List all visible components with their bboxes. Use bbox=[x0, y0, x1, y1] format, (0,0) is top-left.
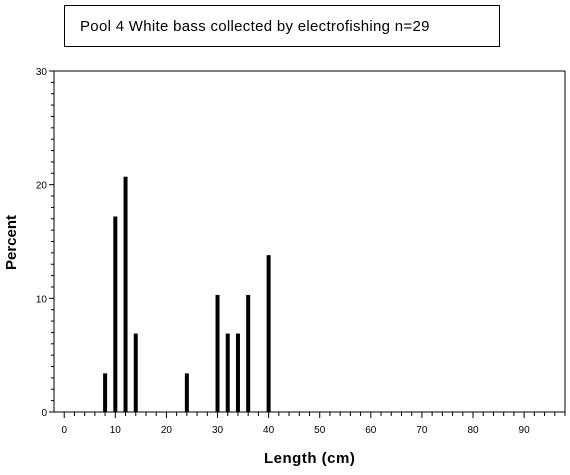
x-tick-label: 10 bbox=[110, 425, 122, 436]
x-tick-label: 50 bbox=[314, 425, 326, 436]
x-axis-label: Length (cm) bbox=[264, 450, 356, 467]
x-tick-label: 0 bbox=[61, 425, 67, 436]
x-tick-label: 70 bbox=[416, 425, 428, 436]
y-tick-label: 0 bbox=[41, 408, 47, 419]
bar bbox=[266, 255, 271, 412]
bar bbox=[215, 294, 220, 412]
x-tick-label: 90 bbox=[519, 425, 531, 436]
chart-title-box: Pool 4 White bass collected by electrofi… bbox=[64, 5, 500, 47]
bar bbox=[246, 294, 251, 412]
plot-frame bbox=[53, 70, 566, 413]
y-tick-label: 10 bbox=[36, 294, 48, 305]
bar bbox=[225, 333, 230, 412]
bar bbox=[123, 176, 128, 412]
bar bbox=[133, 333, 138, 412]
bar bbox=[113, 216, 118, 412]
bar bbox=[103, 373, 108, 412]
x-tick-label: 60 bbox=[365, 425, 377, 436]
x-tick-label: 20 bbox=[161, 425, 173, 436]
x-tick-label: 40 bbox=[263, 425, 275, 436]
chart-title: Pool 4 White bass collected by electrofi… bbox=[80, 18, 430, 35]
x-tick-label: 30 bbox=[212, 425, 224, 436]
x-tick-label: 80 bbox=[467, 425, 479, 436]
bar bbox=[235, 333, 240, 412]
y-tick-label: 20 bbox=[36, 181, 48, 192]
y-axis-label: Percent bbox=[3, 214, 20, 270]
y-tick-label: 30 bbox=[36, 67, 48, 78]
bar bbox=[184, 373, 189, 412]
